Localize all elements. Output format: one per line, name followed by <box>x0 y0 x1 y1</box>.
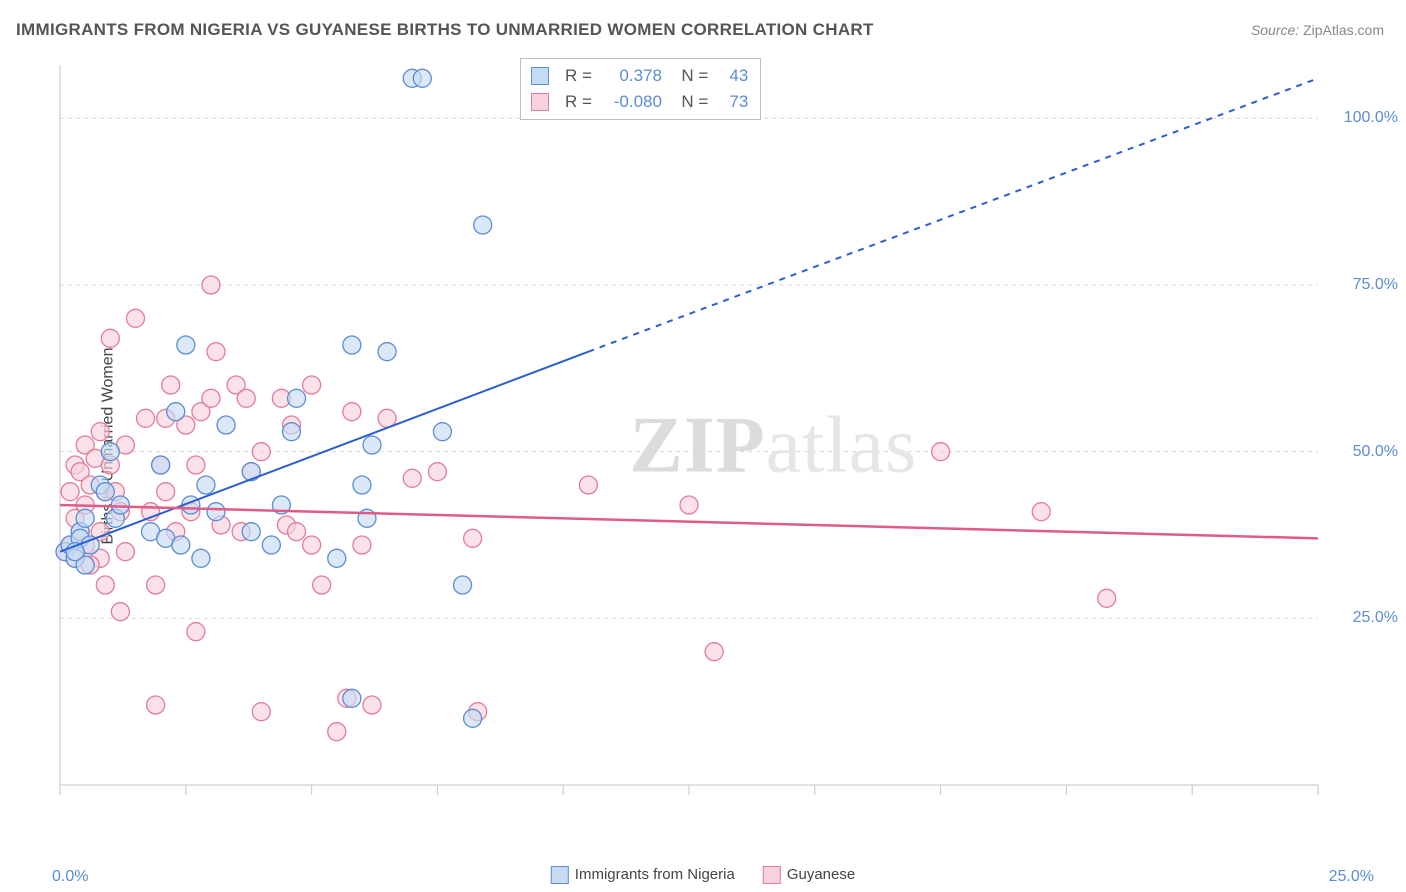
legend-swatch <box>551 866 569 884</box>
x-tick-end: 25.0% <box>1329 868 1374 886</box>
y-tick-label: 50.0% <box>1353 443 1398 461</box>
n-label: N = <box>672 63 708 89</box>
y-tick-label: 25.0% <box>1353 609 1398 627</box>
bottom-legend: Immigrants from Nigeria Guyanese <box>551 866 855 884</box>
stats-row: R = -0.080 N = 73 <box>531 89 748 115</box>
r-label: R = <box>565 89 592 115</box>
legend-item: Immigrants from Nigeria <box>551 866 735 884</box>
r-label: R = <box>565 63 592 89</box>
legend-swatch <box>763 866 781 884</box>
source-label: Source: <box>1251 22 1299 38</box>
r-value: -0.080 <box>602 89 662 115</box>
y-tick-label: 100.0% <box>1344 109 1398 127</box>
n-label: N = <box>672 89 708 115</box>
scatter-plot <box>50 55 1390 830</box>
plot-svg <box>50 55 1390 830</box>
legend-label: Immigrants from Nigeria <box>575 866 735 883</box>
stats-row: R = 0.378 N = 43 <box>531 63 748 89</box>
legend-label: Guyanese <box>787 866 855 883</box>
source-name: ZipAtlas.com <box>1303 22 1384 38</box>
legend-swatch <box>531 93 549 111</box>
source-credit: Source: ZipAtlas.com <box>1251 22 1384 38</box>
x-tick-start: 0.0% <box>52 868 88 886</box>
page-title: IMMIGRANTS FROM NIGERIA VS GUYANESE BIRT… <box>16 20 874 40</box>
n-value: 73 <box>718 89 748 115</box>
legend-swatch <box>531 67 549 85</box>
r-value: 0.378 <box>602 63 662 89</box>
legend-item: Guyanese <box>763 866 855 884</box>
n-value: 43 <box>718 63 748 89</box>
correlation-stats-box: R = 0.378 N = 43 R = -0.080 N = 73 <box>520 58 761 120</box>
y-tick-label: 75.0% <box>1353 276 1398 294</box>
